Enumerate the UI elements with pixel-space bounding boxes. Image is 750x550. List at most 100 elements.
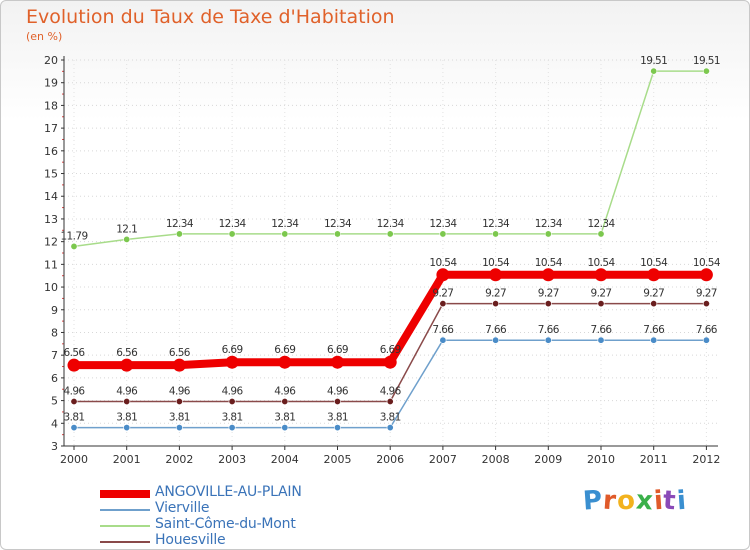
data-label: 4.96: [327, 385, 349, 397]
legend-swatch: [100, 541, 150, 543]
data-label: 12.34: [219, 218, 247, 230]
data-point: [492, 300, 500, 308]
chart-subtitle: (en %): [26, 30, 63, 43]
x-tick-label: 2002: [165, 453, 193, 466]
data-point: [383, 355, 397, 369]
data-point: [699, 268, 713, 282]
data-label: 6.56: [116, 347, 138, 359]
data-point: [492, 336, 500, 344]
data-point: [702, 336, 710, 344]
data-point: [331, 355, 344, 369]
data-point: [386, 230, 394, 238]
data-point: [120, 358, 134, 372]
legend-label: Vierville: [155, 500, 210, 516]
x-tick-label: 2001: [113, 453, 141, 466]
data-point: [123, 424, 131, 432]
data-point: [123, 397, 131, 405]
y-tick-label: 14: [44, 190, 58, 203]
data-point: [439, 300, 447, 308]
data-point: [281, 397, 289, 405]
data-point: [281, 230, 289, 238]
data-label: 9.27: [643, 288, 664, 300]
data-point: [70, 242, 78, 250]
data-label: 12.34: [587, 218, 615, 230]
data-label: 6.69: [380, 344, 401, 356]
data-point: [228, 424, 236, 432]
y-tick-label: 3: [51, 440, 58, 453]
data-label: 10.54: [535, 257, 563, 269]
data-point: [597, 230, 605, 238]
data-label: 4.96: [116, 385, 138, 397]
data-label: 11.79: [60, 230, 87, 242]
x-tick-label: 2010: [587, 453, 615, 466]
data-point: [333, 230, 341, 238]
data-point: [278, 355, 292, 369]
data-point: [70, 397, 78, 405]
data-label: 9.27: [591, 288, 612, 300]
data-point: [650, 67, 658, 75]
data-point: [439, 230, 447, 238]
data-point: [281, 424, 289, 432]
data-label: 9.27: [696, 288, 717, 300]
data-point: [650, 300, 658, 308]
y-tick-label: 13: [44, 213, 58, 226]
data-label: 12.34: [535, 218, 563, 230]
data-point: [67, 358, 81, 372]
data-label: 12.34: [482, 218, 510, 230]
y-tick-label: 12: [44, 236, 58, 249]
data-label: 9.27: [538, 288, 559, 300]
data-label: 12.1: [116, 223, 137, 235]
y-tick-label: 9: [51, 304, 58, 317]
x-tick-label: 2011: [640, 453, 668, 466]
data-point: [123, 235, 131, 243]
data-label: 10.54: [429, 257, 457, 269]
data-label: 4.96: [64, 385, 86, 397]
data-label: 6.69: [274, 344, 295, 356]
x-tick-label: 2007: [429, 453, 457, 466]
data-point: [436, 268, 450, 282]
legend-label: Houesville: [155, 532, 226, 548]
data-label: 3.81: [116, 412, 137, 424]
data-point: [439, 336, 447, 344]
data-label: 4.96: [274, 385, 296, 397]
legend-label: Saint-Côme-du-Mont: [155, 516, 296, 532]
data-point: [175, 230, 183, 238]
legend-swatch: [100, 509, 150, 511]
x-tick-label: 2004: [271, 453, 299, 466]
data-point: [172, 358, 186, 372]
y-tick-label: 18: [44, 99, 58, 112]
data-label: 3.81: [169, 412, 190, 424]
y-tick-label: 8: [51, 326, 58, 339]
data-label: 3.81: [327, 412, 348, 424]
data-point: [228, 397, 236, 405]
data-label: 6.56: [169, 347, 191, 359]
x-tick-label: 2006: [376, 453, 404, 466]
data-label: 12.34: [324, 218, 352, 230]
data-label: 3.81: [380, 412, 401, 424]
data-point: [228, 230, 236, 238]
chart-title: Evolution du Taux de Taxe d'Habitation: [26, 6, 395, 28]
data-label: 6.69: [327, 344, 348, 356]
data-point: [386, 424, 394, 432]
data-label: 7.66: [591, 324, 613, 336]
data-point: [594, 268, 608, 282]
x-tick-label: 2008: [482, 453, 510, 466]
legend-swatch: [100, 490, 150, 498]
legend-swatch: [100, 525, 150, 527]
proxiti-logo: Proxiti: [582, 485, 688, 517]
logo-letter: o: [615, 485, 637, 517]
y-tick-label: 6: [51, 372, 58, 385]
y-tick-label: 17: [44, 122, 58, 135]
data-label: 12.34: [271, 218, 299, 230]
data-label: 19.51: [640, 55, 667, 67]
data-label: 6.69: [222, 344, 243, 356]
data-label: 10.54: [587, 257, 615, 269]
data-point: [650, 336, 658, 344]
data-label: 12.34: [429, 218, 457, 230]
logo-letter: x: [634, 485, 655, 517]
data-point: [70, 424, 78, 432]
y-tick-label: 15: [44, 168, 58, 181]
data-point: [647, 268, 661, 282]
data-label: 7.66: [485, 324, 507, 336]
data-label: 10.54: [482, 257, 510, 269]
